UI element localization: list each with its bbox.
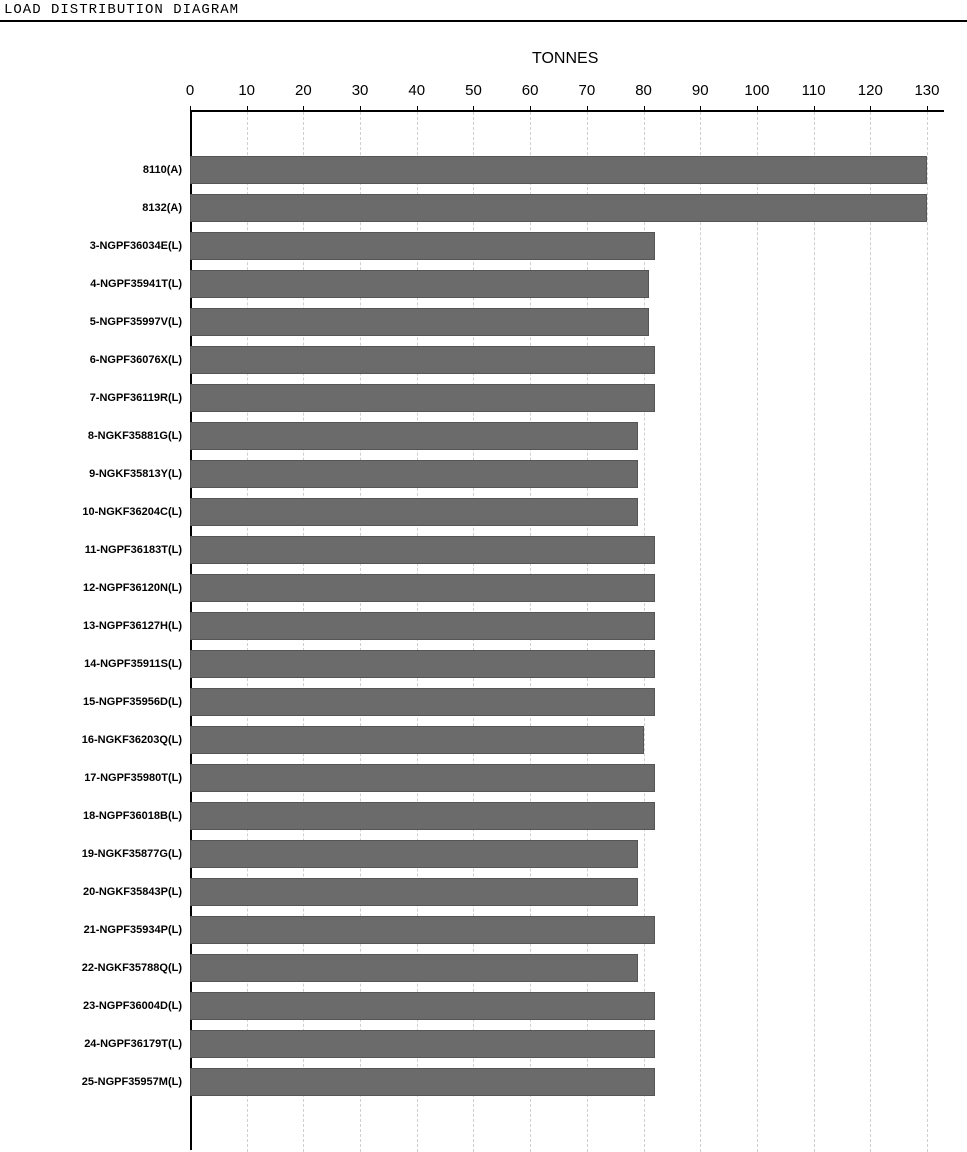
bar	[190, 384, 655, 412]
bar-label: 9-NGKF35813Y(L)	[89, 460, 190, 488]
bar-label: 12-NGPF36120N(L)	[83, 574, 190, 602]
gridline	[700, 112, 701, 1152]
bar	[190, 422, 638, 450]
bar-label: 17-NGPF35980T(L)	[84, 764, 190, 792]
x-tick-label: 70	[578, 82, 595, 99]
bar	[190, 916, 655, 944]
bar-label: 19-NGKF35877G(L)	[82, 840, 190, 868]
bar	[190, 612, 655, 640]
bar-label: 11-NGPF36183T(L)	[85, 536, 190, 564]
bar	[190, 270, 649, 298]
bar	[190, 840, 638, 868]
bar	[190, 460, 638, 488]
bar	[190, 726, 644, 754]
gridline	[870, 112, 871, 1152]
plot-area: 0102030405060708090100110120130 8110(A)8…	[190, 82, 944, 1122]
bar-label: 21-NGPF35934P(L)	[84, 916, 190, 944]
bar-label: 15-NGPF35956D(L)	[83, 688, 190, 716]
bar	[190, 802, 655, 830]
bar	[190, 346, 655, 374]
gridline	[757, 112, 758, 1152]
bar-label: 6-NGPF36076X(L)	[90, 346, 190, 374]
bar	[190, 878, 638, 906]
bar-label: 25-NGPF35957M(L)	[82, 1068, 190, 1096]
x-tick-label: 40	[408, 82, 425, 99]
x-tick-label: 50	[465, 82, 482, 99]
bar-label: 14-NGPF35911S(L)	[84, 650, 190, 678]
bar	[190, 156, 927, 184]
bar	[190, 1068, 655, 1096]
x-tick-label: 20	[295, 82, 312, 99]
bar	[190, 574, 655, 602]
x-tick-label: 120	[858, 82, 883, 99]
bar-label: 7-NGPF36119R(L)	[90, 384, 190, 412]
x-tick-label: 80	[635, 82, 652, 99]
bar-label: 4-NGPF35941T(L)	[90, 270, 190, 298]
page-title: LOAD DISTRIBUTION DIAGRAM	[0, 0, 967, 22]
bar	[190, 650, 655, 678]
bar	[190, 536, 655, 564]
bar	[190, 764, 655, 792]
bar-label: 8-NGKF35881G(L)	[88, 422, 190, 450]
bar	[190, 194, 927, 222]
bar-label: 23-NGPF36004D(L)	[83, 992, 190, 1020]
bar-label: 8132(A)	[142, 194, 190, 222]
bar-label: 10-NGKF36204C(L)	[82, 498, 190, 526]
x-tick-label: 60	[522, 82, 539, 99]
bar-label: 24-NGPF36179T(L)	[84, 1030, 190, 1058]
x-tick-label: 10	[238, 82, 255, 99]
x-axis-line	[190, 110, 944, 112]
bar-label: 8110(A)	[143, 156, 190, 184]
bar	[190, 992, 655, 1020]
gridline	[814, 112, 815, 1152]
x-tick-label: 130	[914, 82, 939, 99]
bar	[190, 954, 638, 982]
x-axis-title: TONNES	[532, 50, 598, 68]
bar-label: 13-NGPF36127H(L)	[83, 612, 190, 640]
x-tick-label: 110	[802, 82, 826, 99]
bar-label: 22-NGKF35788Q(L)	[82, 954, 190, 982]
bar-label: 18-NGPF36018B(L)	[83, 802, 190, 830]
bar	[190, 308, 649, 336]
x-tick-label: 0	[186, 82, 194, 99]
bar-label: 16-NGKF36203Q(L)	[82, 726, 190, 754]
bar	[190, 232, 655, 260]
x-tick-label: 100	[744, 82, 769, 99]
bar-label: 5-NGPF35997V(L)	[90, 308, 190, 336]
gridline	[927, 112, 928, 1152]
x-tick-label: 30	[352, 82, 369, 99]
bar	[190, 498, 638, 526]
x-tick-label: 90	[692, 82, 709, 99]
bar	[190, 1030, 655, 1058]
bar-label: 3-NGPF36034E(L)	[90, 232, 190, 260]
bar-label: 20-NGKF35843P(L)	[83, 878, 190, 906]
bar	[190, 688, 655, 716]
